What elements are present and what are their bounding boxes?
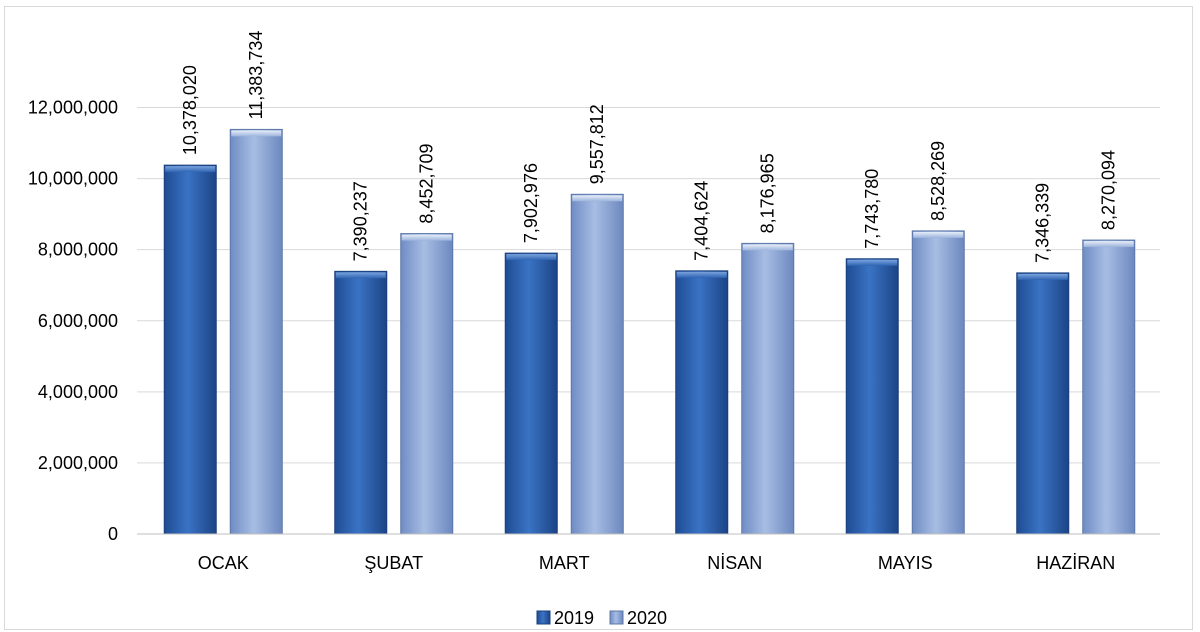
bar-2019-ni̇san <box>675 270 729 535</box>
bar-2020-ocak <box>229 128 283 535</box>
legend-swatch <box>609 610 624 625</box>
bar-2020-ni̇san <box>741 242 795 535</box>
bar <box>1016 272 1070 535</box>
bar-bevel <box>847 259 898 266</box>
y-tick-label: 4,000,000 <box>38 382 118 402</box>
legend-swatch <box>536 610 551 625</box>
bar-bevel <box>401 234 452 241</box>
bar-2019-şubat <box>334 270 388 535</box>
x-tick-label: MART <box>539 553 590 573</box>
data-label: 7,743,780 <box>862 169 882 249</box>
bar <box>675 270 729 535</box>
bar-bevel <box>1083 241 1134 248</box>
legend: 2019 2020 <box>536 608 667 628</box>
bar-bevel <box>676 271 727 278</box>
bar <box>504 252 558 535</box>
y-tick-label: 12,000,000 <box>28 98 118 118</box>
data-label: 7,390,237 <box>351 181 371 261</box>
bar <box>229 128 283 535</box>
bar <box>163 164 217 535</box>
bar <box>845 258 899 535</box>
y-tick-label: 8,000,000 <box>38 240 118 260</box>
y-tick-label: 0 <box>108 524 118 544</box>
data-label: 8,176,965 <box>758 153 778 233</box>
bar <box>400 233 454 535</box>
data-label: 8,528,269 <box>928 141 948 221</box>
bar <box>334 270 388 535</box>
bar-bevel <box>335 272 386 279</box>
bar-bevel <box>742 244 793 251</box>
bar-2020-şubat <box>400 233 454 535</box>
bar-bevel <box>913 231 964 238</box>
gridlines <box>137 107 1160 535</box>
bar-2020-hazi̇ran <box>1082 239 1136 535</box>
bar-bevel <box>231 130 282 137</box>
x-tick-label: OCAK <box>198 553 249 573</box>
y-axis: 0 2,000,000 4,000,000 6,000,000 8,000,000 10,… <box>28 98 118 545</box>
legend-item-2019: 2019 <box>536 608 594 628</box>
bar-2019-ocak <box>163 164 217 535</box>
bar-2019-mart <box>504 252 558 535</box>
data-label: 11,383,734 <box>246 31 266 120</box>
data-labels: 10,378,020 11,383,734 7,390,237 8,452,709 7,… <box>180 31 1119 263</box>
bar-2020-mart <box>570 193 624 535</box>
bar <box>570 193 624 535</box>
x-tick-label: ŞUBAT <box>364 553 423 573</box>
x-axis: OCAK ŞUBAT MART NİSAN MAYIS HAZİRAN <box>137 533 1160 573</box>
x-tick-label: MAYIS <box>878 553 933 573</box>
data-label: 10,378,020 <box>180 65 200 155</box>
bar <box>741 242 795 535</box>
legend-label: 2020 <box>627 608 667 628</box>
data-label: 9,557,812 <box>587 104 607 184</box>
bar <box>911 230 965 535</box>
data-label: 7,346,339 <box>1033 183 1053 263</box>
bar-bevel <box>506 254 557 261</box>
bar-bevel <box>572 195 623 202</box>
bar-bevel <box>1017 273 1068 280</box>
y-tick-label: 2,000,000 <box>38 453 118 473</box>
data-label: 8,452,709 <box>417 143 437 223</box>
bar-2019-hazi̇ran <box>1016 272 1070 535</box>
bar-2020-mayis <box>911 230 965 535</box>
x-tick-label: NİSAN <box>707 553 762 573</box>
bars <box>163 128 1136 535</box>
data-label: 7,902,976 <box>521 163 541 243</box>
bar-bevel <box>165 166 216 173</box>
legend-label: 2019 <box>554 608 594 628</box>
bar <box>1082 239 1136 535</box>
bar-2019-mayis <box>845 258 899 535</box>
data-label: 8,270,094 <box>1099 150 1119 230</box>
x-tick-label: HAZİRAN <box>1036 553 1115 573</box>
y-tick-label: 6,000,000 <box>38 311 118 331</box>
legend-item-2020: 2020 <box>609 608 667 628</box>
data-label: 7,404,624 <box>692 181 712 261</box>
y-tick-label: 10,000,000 <box>28 169 118 189</box>
